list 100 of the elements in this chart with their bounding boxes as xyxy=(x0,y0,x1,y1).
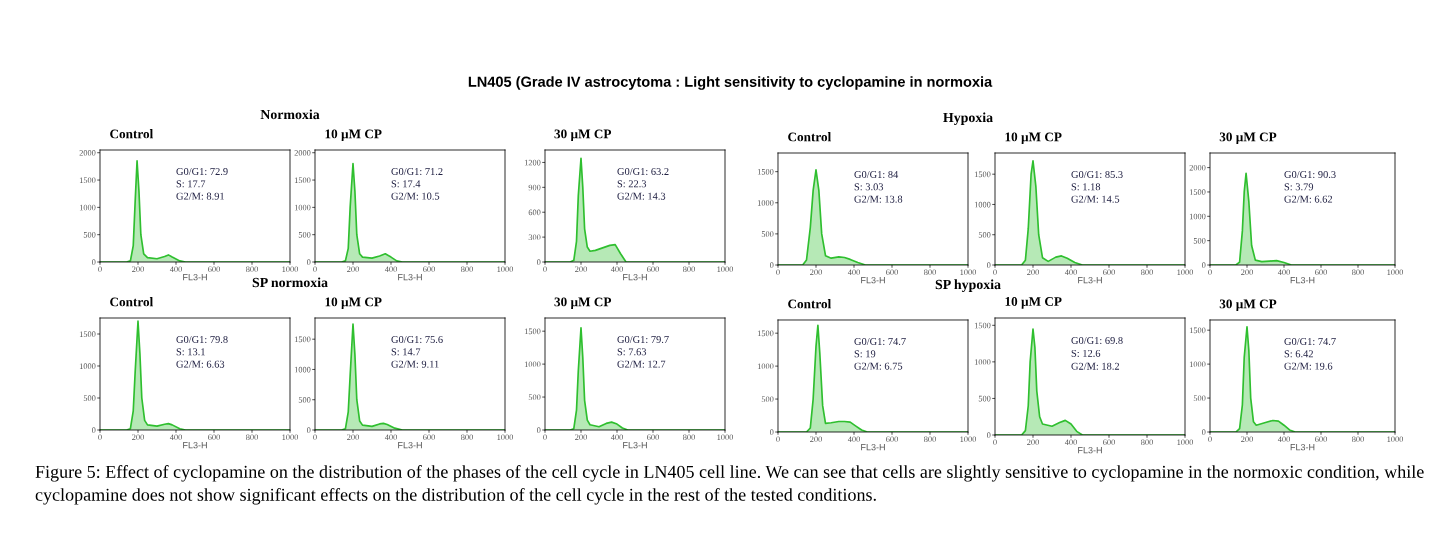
annotation: G2/M: 6.62 xyxy=(1284,195,1333,203)
x-tick-label: 200 xyxy=(347,434,359,441)
y-tick-label: 1000 xyxy=(1189,361,1206,368)
annotation: G0/G1: 69.8 xyxy=(1071,336,1123,345)
x-axis-title: FL3-H xyxy=(1078,276,1102,284)
x-tick-label: 1000 xyxy=(717,434,734,441)
chart-subtitle: SP normoxia xyxy=(252,277,328,288)
chart-title: 10 µM CP xyxy=(1005,297,1062,309)
y-tick-label: 1000 xyxy=(79,363,96,369)
y-tick-label: 1000 xyxy=(757,363,774,370)
x-tick-label: 800 xyxy=(461,434,473,441)
x-tick-label: 200 xyxy=(347,266,359,273)
x-tick-label: 200 xyxy=(132,434,144,441)
chart-title: 10 µM CP xyxy=(325,297,382,310)
x-tick-label: 600 xyxy=(208,434,220,441)
x-tick-label: 800 xyxy=(461,266,473,273)
x-tick-label: 0 xyxy=(1208,436,1212,443)
annotation: S: 14.7 xyxy=(391,348,421,356)
x-tick-label: 800 xyxy=(1141,269,1153,276)
x-tick-label: 800 xyxy=(1352,436,1364,443)
y-tick-label: 1500 xyxy=(757,169,774,175)
chart-title: 10 µM CP xyxy=(1005,132,1062,145)
annotation: G0/G1: 85.3 xyxy=(1071,170,1123,179)
x-tick-label: 200 xyxy=(810,436,822,443)
x-tick-label: 400 xyxy=(169,434,182,441)
chart-title: Control xyxy=(788,132,832,142)
y-tick-label: 1000 xyxy=(294,204,311,211)
y-tick-label: 500 xyxy=(761,396,774,403)
x-tick-label: 800 xyxy=(246,434,258,441)
x-tick-label: 200 xyxy=(132,266,144,273)
x-axis-title: FL3-H xyxy=(861,276,885,284)
x-tick-label: 400 xyxy=(1064,269,1077,276)
chart-title: 30 µM CP xyxy=(1219,299,1277,312)
x-axis-title: FL3-H xyxy=(623,273,647,281)
x-tick-label: 800 xyxy=(924,269,936,276)
y-tick-label: 1500 xyxy=(1189,327,1206,334)
y-tick-label: 500 xyxy=(978,395,991,402)
annotation: S: 12.6 xyxy=(1071,349,1101,357)
chart-subtitle: Hypoxia xyxy=(943,112,993,125)
x-tick-label: 400 xyxy=(1064,439,1077,446)
x-axis-title: FL3-H xyxy=(398,273,422,281)
y-tick-label: 1000 xyxy=(1189,213,1206,220)
annotation: G0/G1: 75.6 xyxy=(391,335,443,344)
x-tick-label: 0 xyxy=(313,434,317,441)
x-tick-label: 0 xyxy=(993,269,997,276)
annotation: G0/G1: 84 xyxy=(854,170,899,179)
annotation: G2/M: 9.11 xyxy=(391,360,439,368)
x-tick-label: 400 xyxy=(610,434,623,441)
y-tick-label: 2000 xyxy=(1189,164,1206,171)
annotation: G2/M: 6.63 xyxy=(176,360,225,368)
annotation: S: 3.79 xyxy=(1284,183,1314,191)
x-tick-label: 0 xyxy=(1208,269,1212,276)
x-tick-label: 600 xyxy=(886,269,898,276)
x-axis-title: FL3-H xyxy=(623,441,647,449)
y-tick-label: 500 xyxy=(83,232,96,238)
x-tick-label: 400 xyxy=(384,434,397,441)
x-axis-title: FL3-H xyxy=(1290,443,1315,451)
x-tick-label: 600 xyxy=(647,434,659,441)
x-tick-label: 1000 xyxy=(717,266,734,273)
caption: Figure 5: Effect of cyclopamine on the distribution of the phases of the cell cycle in LN405 cell line. We can see that cells are slightly sensitive to cyclopamine in the normoxic condition, while cyclopamine does not show significant effects on the distribution of the cell cycle in the rest of the tested conditions. xyxy=(35,465,1424,505)
y-tick-label: 600 xyxy=(528,209,541,216)
x-axis-title: FL3-H xyxy=(1290,276,1315,284)
y-tick-label: 1000 xyxy=(79,204,96,211)
x-tick-label: 800 xyxy=(1352,269,1364,276)
annotation: S: 13.1 xyxy=(176,348,205,356)
y-tick-label: 500 xyxy=(761,231,774,237)
chart-title: 30 µM CP xyxy=(1219,132,1277,145)
annotation: G0/G1: 90.3 xyxy=(1284,170,1336,179)
x-tick-label: 800 xyxy=(246,266,258,273)
y-tick-label: 500 xyxy=(1193,395,1206,402)
annotation: G0/G1: 79.7 xyxy=(617,335,669,344)
annotation: S: 17.7 xyxy=(176,180,206,188)
y-tick-label: 1000 xyxy=(294,366,311,373)
y-tick-label: 1500 xyxy=(79,177,96,184)
x-tick-label: 600 xyxy=(1315,269,1327,276)
y-tick-label: 1500 xyxy=(974,322,991,329)
y-tick-label: 0 xyxy=(91,427,96,433)
annotation: S: 19 xyxy=(854,350,876,358)
y-tick-label: 1500 xyxy=(294,336,311,343)
annotation: S: 7.63 xyxy=(617,348,647,356)
annotation: S: 1.18 xyxy=(1071,183,1101,191)
chart-title: 30 µM CP xyxy=(554,129,612,142)
annotation: G2/M: 19.6 xyxy=(1284,362,1333,370)
y-tick-label: 0 xyxy=(306,259,311,265)
y-tick-label: 300 xyxy=(528,234,541,241)
y-tick-label: 1500 xyxy=(79,331,96,337)
chart-title: Control xyxy=(110,297,154,307)
x-axis-title: FL3-H xyxy=(861,443,885,451)
y-tick-label: 1000 xyxy=(974,201,991,208)
x-tick-label: 400 xyxy=(1277,269,1290,276)
x-tick-label: 200 xyxy=(575,434,587,441)
x-tick-label: 1000 xyxy=(282,434,299,441)
x-tick-label: 600 xyxy=(1103,269,1115,276)
y-tick-label: 0 xyxy=(769,429,774,435)
y-tick-label: 500 xyxy=(298,232,311,238)
x-tick-label: 800 xyxy=(683,266,695,273)
x-axis-title: FL3-H xyxy=(398,441,422,449)
text: LN405 (Grade IV astrocytoma : Light sensitivity to cyclopamine in normoxia xyxy=(468,76,993,90)
x-tick-label: 600 xyxy=(423,434,435,441)
y-tick-label: 500 xyxy=(1193,238,1206,244)
